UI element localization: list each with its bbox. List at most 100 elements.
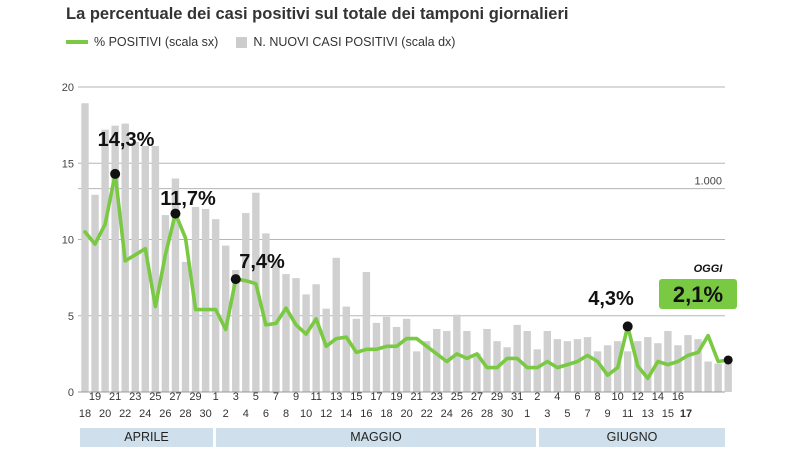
month-band-aprile: APRILE [80, 428, 213, 447]
x-tick-label-top: 9 [293, 391, 299, 403]
case-bar [151, 145, 160, 392]
case-bar [624, 351, 632, 392]
x-tick-label-top: 8 [594, 391, 600, 403]
today-callout-value: 2,1% [673, 282, 723, 307]
right-axis-tick-label: 1.000 [694, 176, 722, 188]
x-tick-label-bottom: 28 [481, 408, 493, 420]
case-bar [282, 274, 290, 392]
case-bar [302, 294, 310, 392]
highlight-label: 4,3% [588, 288, 634, 310]
case-bar [724, 363, 732, 392]
x-tick-label-bottom: 8 [283, 408, 289, 420]
percent-line [83, 172, 731, 381]
case-bar [583, 337, 592, 392]
highlight-label: 14,3% [98, 129, 155, 151]
x-tick-label-top: 1 [213, 391, 219, 403]
x-tick-label-bottom: 2 [223, 408, 229, 420]
case-bar [171, 178, 180, 392]
x-tick-label-top: 21 [411, 391, 423, 403]
legend-label-percent: % POSITIVI (scala sx) [94, 35, 219, 49]
x-tick-label-top: 15 [350, 391, 362, 403]
case-bar [91, 194, 99, 392]
case-bar [242, 213, 250, 392]
case-bar [101, 129, 109, 392]
highlight-point [110, 168, 121, 179]
x-tick-label-top: 29 [189, 391, 201, 403]
legend-swatch-bar [236, 36, 248, 48]
case-bar [503, 347, 511, 392]
case-bar [222, 245, 230, 392]
case-bar [423, 341, 431, 392]
x-tick-label-bottom: 12 [320, 408, 332, 420]
case-bar [201, 209, 210, 392]
case-bar [684, 335, 692, 392]
x-tick-label-bottom: 22 [119, 408, 131, 420]
x-tick-label-bottom: 26 [461, 408, 473, 420]
case-bar [272, 261, 280, 392]
x-tick-label-bottom: 15 [662, 408, 674, 420]
case-bar [232, 270, 240, 392]
left-axis-tick-label: 5 [68, 311, 74, 323]
legend: % POSITIVI (scala sx) N. NUOVI CASI POSI… [66, 34, 455, 50]
x-tick-label-bottom: 24 [139, 408, 151, 420]
x-tick-label-top: 13 [330, 391, 342, 403]
case-bar [644, 337, 652, 392]
x-tick-label-bottom: 16 [360, 408, 372, 420]
case-bar [362, 272, 371, 392]
case-bar [473, 353, 481, 392]
month-band-maggio: MAGGIO [216, 428, 536, 447]
case-bar [211, 219, 220, 392]
x-tick-label-bottom: 10 [300, 408, 312, 420]
x-tick-label-bottom: 26 [159, 408, 171, 420]
x-tick-label-bottom: 5 [564, 408, 570, 420]
x-tick-label-bottom: 30 [501, 408, 513, 420]
x-tick-label-bottom: 11 [622, 408, 633, 420]
legend-label-cases: N. NUOVI CASI POSITIVI (scala dx) [253, 35, 456, 49]
case-bar [664, 331, 672, 392]
case-bar [714, 363, 722, 392]
chart-title: La percentuale dei casi positivi sul tot… [66, 5, 569, 23]
x-tick-label-bottom: 6 [263, 408, 269, 420]
case-bar [342, 306, 350, 392]
x-tick-label-top: 25 [149, 391, 161, 403]
highlight-label: 11,7% [160, 188, 216, 210]
x-tick-label-bottom: 4 [243, 408, 249, 420]
case-bar [533, 349, 541, 392]
x-tick-label-top: 27 [169, 391, 181, 403]
x-tick-label-top: 16 [672, 391, 684, 403]
today-label: OGGI [694, 263, 724, 275]
case-bar [131, 141, 139, 392]
x-tick-label-top: 7 [273, 391, 279, 403]
x-tick-label-top: 6 [574, 391, 580, 403]
x-tick-label-top: 11 [310, 391, 321, 403]
case-bar [412, 351, 421, 392]
x-tick-label-bottom: 18 [380, 408, 392, 420]
x-tick-label-top: 10 [612, 391, 624, 403]
x-tick-label-bottom: 22 [421, 408, 433, 420]
highlight-label: 7,4% [239, 251, 285, 273]
case-bar [332, 257, 340, 392]
today-point [723, 355, 733, 365]
x-tick-label-top: 12 [632, 391, 644, 403]
highlight-point [230, 274, 241, 285]
x-tick-label-bottom: 1 [524, 408, 530, 420]
x-tick-label-bottom: 14 [340, 408, 352, 420]
x-tick-label-top: 19 [89, 391, 101, 403]
case-bar [603, 345, 612, 392]
case-bar [181, 261, 190, 392]
case-bar [704, 361, 712, 392]
x-tick-label-bottom: 24 [441, 408, 453, 420]
case-bar [111, 125, 119, 392]
x-tick-label-top: 31 [511, 391, 523, 403]
left-axis-tick-label: 10 [62, 235, 74, 247]
x-tick-label-bottom: 20 [400, 408, 412, 420]
today-callout-box [659, 279, 737, 309]
case-bar [483, 328, 491, 392]
case-bar [694, 339, 702, 392]
case-bar [563, 341, 572, 392]
case-bar [161, 215, 170, 392]
case-bar [654, 343, 662, 392]
x-tick-label-top: 25 [451, 391, 463, 403]
case-bar [352, 318, 361, 392]
